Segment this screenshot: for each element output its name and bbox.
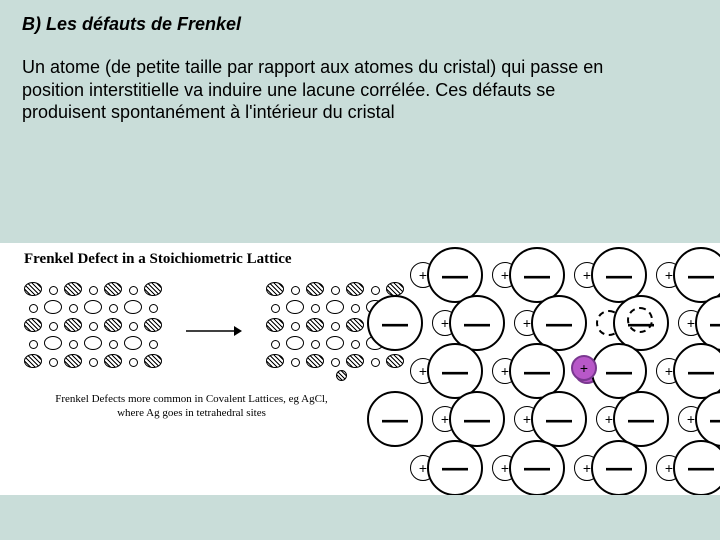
lattice-atom	[124, 336, 142, 350]
anion: —	[449, 391, 505, 447]
anion: —	[613, 391, 669, 447]
lattice-atom	[326, 336, 344, 350]
caption-line: where Ag goes in tetrahedral sites	[117, 407, 266, 419]
lattice-atom	[129, 322, 138, 331]
lattice-atom	[89, 322, 98, 331]
lattice-atom	[149, 340, 158, 349]
lattice-atom	[104, 282, 122, 296]
lattice-atom	[24, 282, 42, 296]
lattice-atom	[326, 300, 344, 314]
lattice-atom	[64, 282, 82, 296]
section-heading: B) Les défauts de Frenkel	[22, 14, 241, 35]
lattice-atom	[24, 354, 42, 368]
anion: —	[509, 440, 565, 496]
lattice-before	[24, 282, 162, 370]
lattice-atom	[291, 322, 300, 331]
lattice-atom	[291, 286, 300, 295]
interstitial-atom	[336, 370, 347, 381]
lattice-atom	[149, 304, 158, 313]
lattice-atom	[351, 340, 360, 349]
lattice-row	[24, 282, 359, 370]
lattice-atom	[144, 282, 162, 296]
lattice-atom	[266, 282, 284, 296]
lattice-atom	[351, 304, 360, 313]
lattice-atom	[331, 322, 340, 331]
lattice-atom	[331, 358, 340, 367]
lattice-atom	[84, 336, 102, 350]
lattice-atom	[109, 304, 118, 313]
anion: —	[367, 295, 423, 351]
lattice-atom	[144, 318, 162, 332]
lattice-atom	[144, 354, 162, 368]
lattice-atom	[89, 358, 98, 367]
lattice-atom	[64, 354, 82, 368]
lattice-atom	[306, 318, 324, 332]
lattice-atom	[331, 286, 340, 295]
anion: —	[591, 440, 647, 496]
anion: —	[673, 440, 720, 496]
arrow-icon	[186, 325, 242, 327]
lattice-atom	[24, 318, 42, 332]
lattice-atom	[271, 304, 280, 313]
lattice-atom	[64, 318, 82, 332]
lattice-atom	[346, 282, 364, 296]
lattice-atom	[286, 336, 304, 350]
lattice-atom	[129, 286, 138, 295]
lattice-atom	[306, 354, 324, 368]
lattice-atom	[306, 282, 324, 296]
lattice-atom	[69, 340, 78, 349]
left-panel: Frenkel Defect in a Stoichiometric Latti…	[24, 251, 359, 421]
bottom-padding	[0, 495, 720, 540]
lattice-atom	[89, 286, 98, 295]
intro-paragraph: Un atome (de petite taille par rapport a…	[22, 56, 622, 124]
lattice-atom	[69, 304, 78, 313]
lattice-atom	[291, 358, 300, 367]
lattice-atom	[286, 300, 304, 314]
lattice-atom	[49, 322, 58, 331]
lattice-atom	[311, 340, 320, 349]
lattice-atom	[44, 336, 62, 350]
lattice-atom	[49, 358, 58, 367]
anion: —	[673, 343, 720, 399]
lattice-atom	[49, 286, 58, 295]
lattice-atom	[311, 304, 320, 313]
left-figure-caption: Frenkel Defects more common in Covalent …	[24, 392, 359, 421]
lattice-atom	[129, 358, 138, 367]
lattice-atom	[29, 304, 38, 313]
lattice-atom	[266, 318, 284, 332]
lattice-atom	[124, 300, 142, 314]
lattice-atom	[29, 340, 38, 349]
left-figure-title: Frenkel Defect in a Stoichiometric Latti…	[24, 251, 359, 268]
lattice-atom	[271, 340, 280, 349]
lattice-atom	[104, 318, 122, 332]
lattice-atom	[346, 318, 364, 332]
lattice-atom	[266, 354, 284, 368]
interstitial-cation: +	[571, 355, 597, 381]
lattice-atom	[104, 354, 122, 368]
figure-area: Frenkel Defect in a Stoichiometric Latti…	[0, 243, 720, 495]
lattice-atom	[44, 300, 62, 314]
ionic-lattice: +—+—+—+——+—+——+—+—+—+—+——+—+—+—+—+—+—+—+…	[365, 243, 720, 495]
lattice-atom	[346, 354, 364, 368]
anion: —	[673, 247, 720, 303]
lattice-atom	[84, 300, 102, 314]
anion: —	[367, 391, 423, 447]
cation-vacancy	[627, 307, 653, 333]
anion: —	[531, 391, 587, 447]
caption-line: Frenkel Defects more common in Covalent …	[55, 393, 328, 405]
anion: —	[427, 440, 483, 496]
lattice-atom	[109, 340, 118, 349]
